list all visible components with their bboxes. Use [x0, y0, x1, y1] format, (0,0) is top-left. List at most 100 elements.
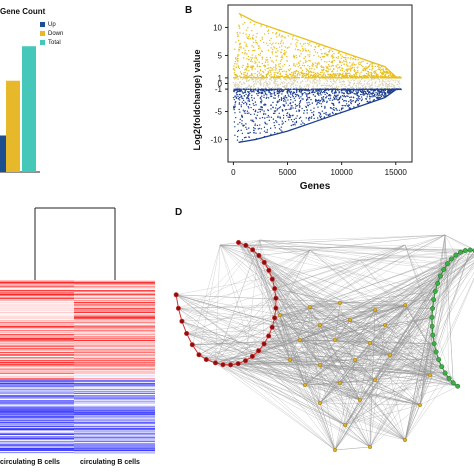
point-up	[360, 61, 363, 63]
point-up	[346, 65, 348, 67]
network-edge	[245, 245, 311, 251]
point-neutral	[284, 87, 286, 89]
point-neutral	[329, 80, 332, 83]
point-up	[235, 66, 237, 69]
point-down	[362, 90, 364, 93]
point-neutral	[254, 79, 256, 81]
point-down	[378, 97, 380, 100]
network-edge	[238, 363, 341, 384]
heatmap-cell	[74, 396, 155, 398]
point-up	[244, 71, 246, 74]
heatmap-cell	[0, 342, 74, 344]
point-neutral	[234, 85, 236, 87]
point-up	[395, 77, 397, 79]
point-down	[273, 110, 276, 112]
heatmap-cell	[0, 317, 74, 319]
pathway-node	[372, 377, 377, 382]
point-up	[308, 71, 310, 74]
point-down	[295, 95, 297, 98]
heatmap-cell	[0, 288, 74, 290]
point-down	[238, 88, 241, 90]
point-down	[364, 88, 367, 90]
point-down	[386, 88, 389, 91]
point-down	[271, 88, 274, 91]
point-down	[268, 91, 270, 94]
point-neutral	[255, 82, 257, 84]
network-edge	[369, 304, 406, 344]
point-down	[305, 99, 308, 102]
point-neutral	[281, 82, 284, 84]
network-edge	[404, 304, 433, 327]
point-neutral	[382, 84, 385, 86]
network-edge	[245, 239, 261, 361]
point-down	[327, 114, 330, 117]
point-down	[341, 98, 344, 101]
heatmap-cell	[0, 349, 74, 351]
heatmap-cell	[74, 430, 155, 432]
point-down	[399, 88, 402, 90]
network-edge	[258, 350, 431, 376]
heatmap-cell	[0, 392, 74, 394]
point-up	[295, 70, 298, 72]
point-down	[307, 117, 310, 120]
point-up	[328, 49, 331, 51]
heatmap-cell	[0, 356, 74, 358]
point-down	[380, 91, 383, 93]
point-up	[342, 60, 345, 62]
heatmap-cell	[0, 413, 74, 415]
point-neutral	[312, 86, 314, 88]
point-down	[315, 90, 317, 93]
point-up	[347, 77, 349, 79]
point-down	[273, 90, 275, 92]
green-node	[430, 332, 436, 338]
point-neutral	[294, 84, 297, 86]
point-down	[246, 110, 249, 112]
heatmap-cell	[0, 354, 74, 356]
point-down	[334, 88, 337, 91]
point-neutral	[360, 83, 362, 85]
point-up	[333, 75, 336, 77]
heatmap-cell	[0, 293, 74, 295]
point-down	[267, 109, 270, 112]
heatmap-cell	[0, 307, 74, 309]
point-neutral	[396, 80, 398, 82]
point-up	[333, 76, 335, 79]
network-edge	[374, 334, 434, 381]
point-up	[249, 76, 252, 79]
point-neutral	[331, 87, 333, 89]
point-neutral	[269, 82, 271, 84]
point-neutral	[291, 78, 293, 80]
point-down	[366, 90, 369, 93]
heatmap-cell	[0, 387, 74, 389]
point-neutral	[355, 86, 357, 88]
point-up	[309, 60, 311, 62]
point-up	[331, 60, 333, 63]
point-up	[246, 36, 248, 38]
point-down	[260, 88, 262, 91]
point-down	[380, 94, 382, 97]
point-up	[234, 48, 236, 50]
point-up	[299, 49, 301, 52]
point-neutral	[349, 82, 351, 84]
point-up	[312, 74, 315, 77]
network-edge	[176, 294, 431, 376]
point-up	[293, 54, 295, 56]
point-up	[299, 74, 301, 76]
point-down	[334, 96, 336, 98]
point-neutral	[259, 81, 262, 84]
point-down	[293, 118, 296, 121]
point-down	[317, 93, 319, 96]
point-down	[308, 101, 310, 104]
point-down	[331, 103, 334, 105]
network-edge	[176, 294, 341, 384]
point-up	[244, 74, 246, 77]
point-down	[276, 121, 278, 123]
network-edge	[339, 254, 474, 304]
point-down	[315, 88, 317, 90]
panel-a-title: Gene Count	[0, 7, 46, 16]
network-edge	[245, 234, 446, 246]
point-down	[268, 116, 270, 118]
bar-total	[22, 46, 36, 172]
point-up	[317, 72, 319, 75]
heatmap-cell	[0, 341, 74, 343]
